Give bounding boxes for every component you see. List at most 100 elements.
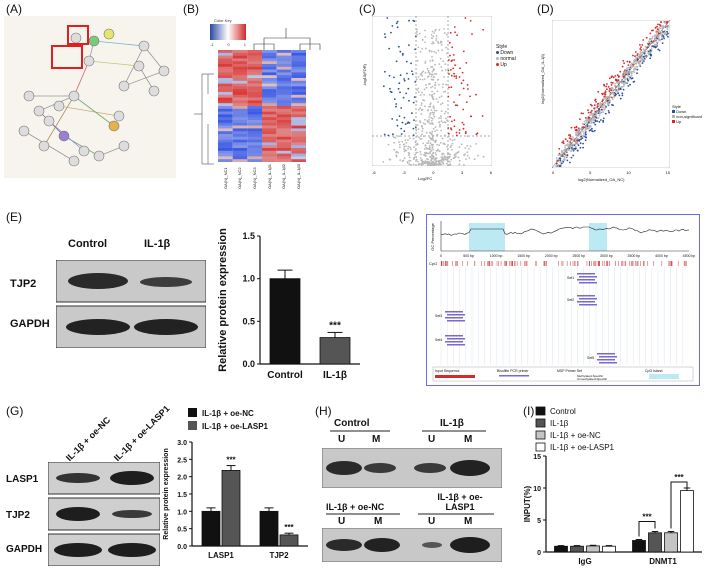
scatter-point [597, 117, 599, 119]
volcano-point [435, 98, 438, 100]
scatter-point [629, 83, 631, 86]
volcano-point [395, 155, 398, 158]
volcano-point [439, 124, 441, 126]
category-label: LASP1 [208, 551, 234, 560]
heatmap-cell [262, 50, 277, 54]
volcano-point [408, 19, 410, 22]
scatter-point [660, 33, 663, 36]
scatter-point [661, 42, 664, 44]
volcano-point [406, 162, 409, 164]
volcano-point [433, 112, 436, 114]
primer-set-label: Set1 [567, 276, 574, 280]
volcano-point [442, 152, 445, 155]
scatter-point [572, 154, 575, 157]
scatter-point [658, 23, 661, 26]
scatter-point [623, 73, 626, 76]
volcano-point [462, 108, 465, 111]
volcano-point [420, 138, 423, 140]
volcano-point [430, 109, 433, 111]
scatter-point [614, 82, 616, 85]
volcano-point [460, 143, 463, 146]
scatter-point [623, 77, 626, 80]
scatter-point [621, 65, 624, 68]
volcano-point [440, 66, 443, 68]
scatter-point [636, 72, 638, 75]
heatmap-cell [262, 69, 277, 73]
volcano-legend: Style Down normal Up [496, 44, 516, 68]
volcano-point [432, 152, 434, 155]
volcano-point [427, 164, 429, 166]
legend-swatch [188, 421, 197, 430]
volcano-point [458, 159, 461, 162]
volcano-point [446, 160, 449, 163]
volcano-xtick: 3 [460, 170, 464, 175]
volcano-point [430, 34, 433, 36]
scatter-xtick: 0 [552, 170, 555, 175]
dot-icon [496, 57, 499, 60]
volcano-point [442, 159, 445, 162]
scatter-plot [552, 20, 670, 168]
primer-bar [579, 276, 597, 278]
volcano-point [442, 83, 444, 86]
category-label: IgG [578, 557, 591, 566]
heatmap-cell [262, 148, 277, 152]
volcano-point [430, 156, 432, 159]
heatmap-cell [218, 148, 233, 152]
heatmap-cell [218, 55, 233, 59]
heatmap-cell [218, 156, 233, 160]
scatter-point [624, 70, 627, 73]
volcano-point [419, 50, 422, 53]
volcano-point [446, 145, 448, 148]
volcano-point [439, 103, 442, 106]
panel-label-f: (F) [399, 210, 415, 224]
msp-group-il1b: IL-1β [440, 418, 464, 429]
volcano-point [407, 148, 409, 150]
bar [269, 278, 301, 365]
scatter-point [637, 56, 640, 59]
scatter-point [603, 92, 606, 95]
legend-swatch [535, 430, 546, 440]
volcano-point [404, 149, 407, 151]
y-tick-label: 0.0 [177, 544, 187, 551]
volcano-point [438, 117, 440, 119]
heatmap-cell [276, 148, 292, 152]
highlight-box-1 [51, 45, 83, 69]
scatter-point [582, 132, 585, 135]
volcano-point [429, 136, 431, 139]
volcano-point [417, 87, 420, 90]
volcano-point [475, 93, 477, 96]
legend-swatch [535, 418, 546, 428]
heatmap-cell [218, 111, 233, 115]
volcano-point [465, 62, 468, 64]
legend-label: IL-1β + oe-LASP1 [550, 443, 615, 452]
volcano-point [428, 131, 431, 134]
band [54, 543, 102, 557]
heatmap-cell [276, 108, 292, 112]
volcano-point [482, 155, 485, 158]
scatter-point [654, 44, 657, 46]
scatter-point [566, 156, 568, 158]
scatter-point [629, 76, 632, 79]
lane-m: M [464, 434, 473, 445]
scatter-point [604, 107, 606, 110]
volcano-point [433, 162, 436, 165]
volcano-point [430, 159, 433, 162]
volcano-point [442, 60, 445, 63]
volcano-point [393, 76, 395, 79]
heatmap-cell [291, 100, 306, 104]
volcano-point [424, 160, 427, 163]
volcano-point [424, 29, 426, 32]
significance-mark: *** [674, 473, 684, 482]
volcano-point [449, 164, 451, 166]
heatmap-cell [262, 145, 277, 149]
scatter-point [622, 75, 625, 78]
heatmap-cell [291, 117, 306, 121]
row-label-tjp2: TJP2 [6, 510, 30, 521]
y-tick-label: 0.5 [177, 527, 187, 534]
heatmap-cell [291, 111, 306, 115]
dot-icon [496, 63, 499, 66]
volcano-point [415, 78, 418, 81]
volcano-point [405, 141, 408, 144]
scatter-point [569, 139, 572, 142]
